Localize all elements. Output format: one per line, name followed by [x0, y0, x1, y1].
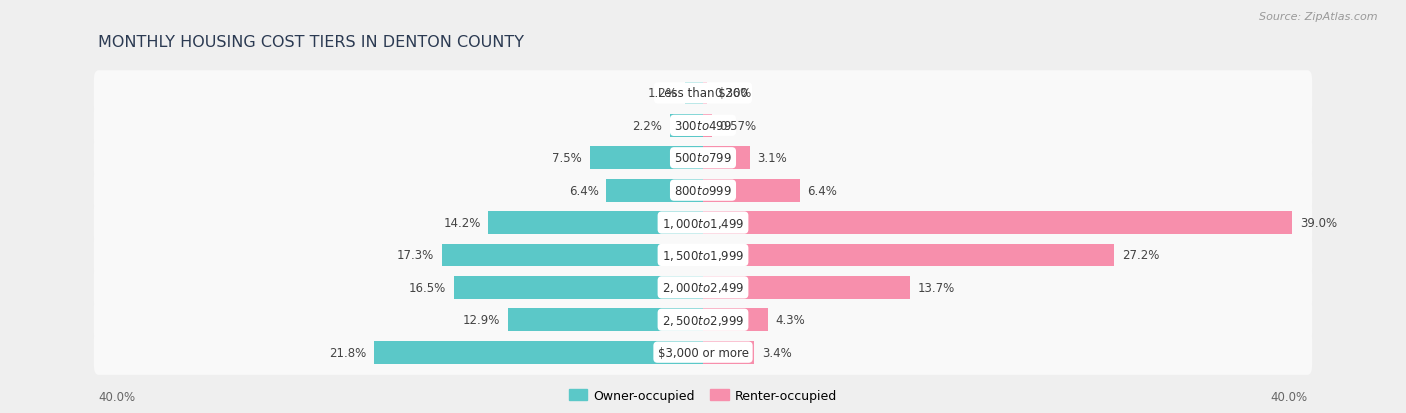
Bar [703, 309, 768, 331]
Text: 14.2%: 14.2% [443, 216, 481, 230]
FancyBboxPatch shape [94, 168, 1312, 214]
Text: $2,000 to $2,499: $2,000 to $2,499 [662, 281, 744, 294]
Text: Less than $300: Less than $300 [658, 87, 748, 100]
Text: Source: ZipAtlas.com: Source: ZipAtlas.com [1260, 12, 1378, 22]
Text: 27.2%: 27.2% [1122, 249, 1159, 262]
Text: 0.26%: 0.26% [714, 87, 752, 100]
Text: $800 to $999: $800 to $999 [673, 184, 733, 197]
Text: $300 to $499: $300 to $499 [673, 120, 733, 133]
Bar [703, 212, 1292, 234]
Bar [703, 244, 1114, 267]
Bar [703, 179, 800, 202]
Bar [703, 341, 755, 363]
Bar [374, 341, 703, 363]
Text: 16.5%: 16.5% [409, 281, 446, 294]
Text: 3.4%: 3.4% [762, 346, 792, 359]
Bar [703, 276, 910, 299]
Text: 39.0%: 39.0% [1301, 216, 1337, 230]
FancyBboxPatch shape [94, 297, 1312, 343]
Text: 7.5%: 7.5% [553, 152, 582, 165]
Text: 4.3%: 4.3% [776, 313, 806, 326]
FancyBboxPatch shape [94, 330, 1312, 375]
Bar [703, 115, 711, 138]
Text: 13.7%: 13.7% [918, 281, 955, 294]
Text: 6.4%: 6.4% [807, 184, 837, 197]
Text: 40.0%: 40.0% [98, 390, 135, 403]
Bar [488, 212, 703, 234]
FancyBboxPatch shape [94, 200, 1312, 246]
Text: 12.9%: 12.9% [463, 313, 501, 326]
Text: $1,500 to $1,999: $1,500 to $1,999 [662, 248, 744, 262]
Bar [454, 276, 703, 299]
Text: 40.0%: 40.0% [1271, 390, 1308, 403]
FancyBboxPatch shape [94, 71, 1312, 116]
Bar [703, 83, 707, 105]
Bar [703, 147, 749, 170]
Text: $3,000 or more: $3,000 or more [658, 346, 748, 359]
Text: $2,500 to $2,999: $2,500 to $2,999 [662, 313, 744, 327]
Text: 1.2%: 1.2% [647, 87, 678, 100]
Legend: Owner-occupied, Renter-occupied: Owner-occupied, Renter-occupied [564, 384, 842, 407]
Text: MONTHLY HOUSING COST TIERS IN DENTON COUNTY: MONTHLY HOUSING COST TIERS IN DENTON COU… [98, 35, 524, 50]
Text: 17.3%: 17.3% [396, 249, 434, 262]
Bar [589, 147, 703, 170]
FancyBboxPatch shape [94, 265, 1312, 310]
Bar [669, 115, 703, 138]
Text: 2.2%: 2.2% [633, 120, 662, 133]
Bar [441, 244, 703, 267]
Text: 3.1%: 3.1% [758, 152, 787, 165]
FancyBboxPatch shape [94, 103, 1312, 149]
Bar [508, 309, 703, 331]
Bar [606, 179, 703, 202]
Text: 0.57%: 0.57% [720, 120, 756, 133]
Bar [685, 83, 703, 105]
FancyBboxPatch shape [94, 136, 1312, 181]
FancyBboxPatch shape [94, 233, 1312, 278]
Text: 21.8%: 21.8% [329, 346, 366, 359]
Text: 6.4%: 6.4% [569, 184, 599, 197]
Text: $500 to $799: $500 to $799 [673, 152, 733, 165]
Text: $1,000 to $1,499: $1,000 to $1,499 [662, 216, 744, 230]
